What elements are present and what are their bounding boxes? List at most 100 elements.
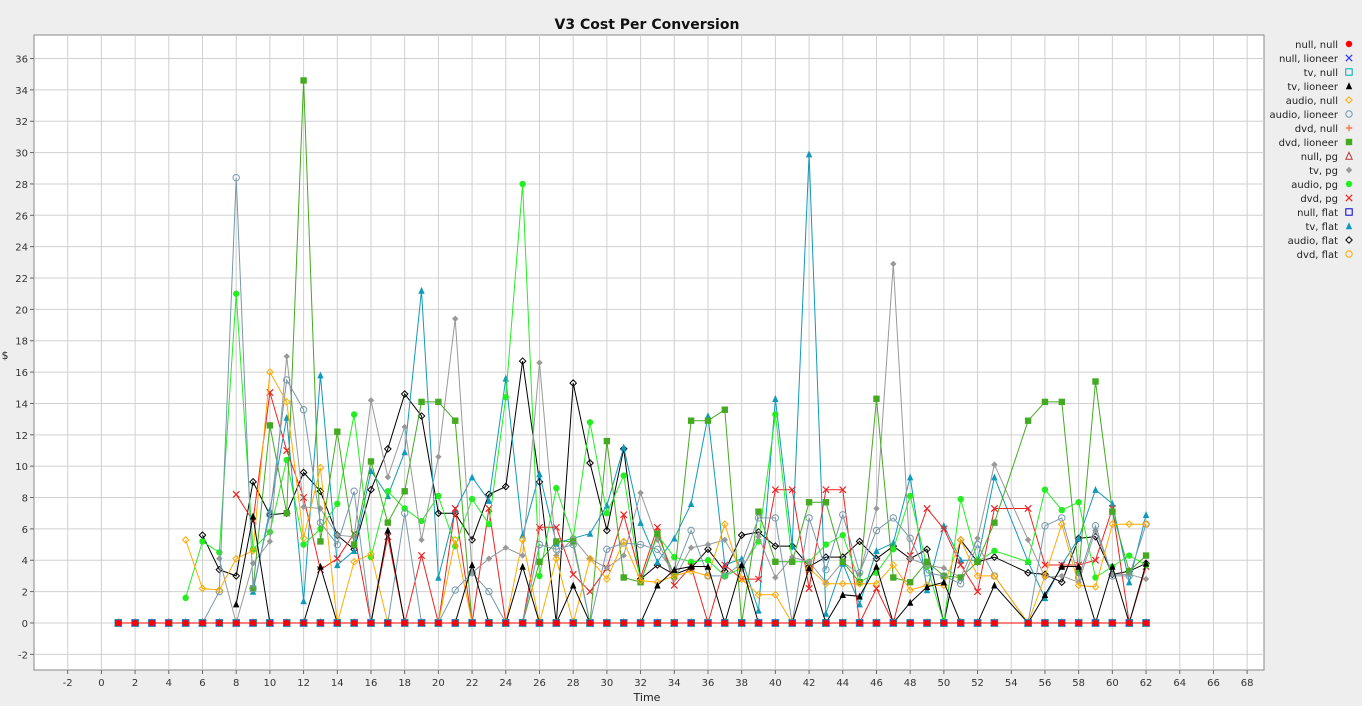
legend-item-label: audio, lioneer xyxy=(1270,110,1339,121)
data-point xyxy=(199,538,206,545)
data-point xyxy=(872,526,881,535)
data-point xyxy=(991,581,998,589)
data-point xyxy=(283,510,290,517)
data-point xyxy=(536,470,543,478)
data-point xyxy=(249,546,257,555)
data-point xyxy=(553,484,560,492)
legend-item-marker xyxy=(1345,138,1353,146)
data-point xyxy=(1041,486,1049,493)
data-point xyxy=(300,77,307,84)
data-point xyxy=(435,619,442,627)
data-point xyxy=(654,530,661,537)
y-tick-label: 30 xyxy=(15,149,28,160)
data-point xyxy=(1024,619,1032,627)
data-point xyxy=(704,619,712,627)
y-tick-label: 20 xyxy=(15,305,28,316)
data-point xyxy=(1126,619,1133,627)
legend-item-marker xyxy=(1345,166,1353,174)
x-tick-label: 26 xyxy=(533,678,546,689)
data-point xyxy=(384,619,392,627)
data-point xyxy=(687,526,695,535)
data-point xyxy=(839,486,847,494)
data-point xyxy=(282,397,291,406)
legend-item-label: null, null xyxy=(1295,40,1338,51)
y-tick-label: 34 xyxy=(15,86,28,97)
data-point xyxy=(805,514,813,522)
data-point xyxy=(654,581,661,589)
data-point xyxy=(805,499,813,506)
data-point xyxy=(906,473,914,481)
data-point xyxy=(620,619,627,627)
data-point xyxy=(1041,398,1049,406)
data-point xyxy=(789,558,796,566)
data-point xyxy=(418,517,425,525)
y-tick-label: 8 xyxy=(22,494,28,505)
data-point xyxy=(367,550,375,558)
data-point xyxy=(991,619,998,627)
data-point xyxy=(720,520,729,529)
data-point xyxy=(383,445,392,453)
data-point xyxy=(923,569,931,577)
data-point xyxy=(586,419,594,426)
data-point xyxy=(772,395,779,402)
data-point xyxy=(890,619,897,627)
data-point xyxy=(299,468,308,477)
x-tick-label: 20 xyxy=(432,678,445,689)
data-point xyxy=(822,499,830,506)
data-point xyxy=(569,619,577,627)
data-point xyxy=(1142,575,1150,583)
legend-item-marker xyxy=(1345,236,1353,244)
data-point xyxy=(181,535,190,544)
data-point xyxy=(687,417,695,424)
y-tick-label: 6 xyxy=(22,525,28,536)
data-point xyxy=(822,609,830,617)
data-point xyxy=(855,579,864,588)
data-point xyxy=(384,519,392,526)
data-point xyxy=(619,445,628,453)
x-tick-label: 62 xyxy=(1140,678,1153,689)
data-point xyxy=(1091,582,1100,591)
data-point xyxy=(620,574,627,581)
data-point xyxy=(536,558,543,566)
data-point xyxy=(451,504,459,513)
y-tick-label: 2 xyxy=(22,588,28,599)
data-point xyxy=(603,564,611,572)
data-point xyxy=(1041,572,1049,580)
data-point xyxy=(1057,578,1066,587)
data-point xyxy=(519,552,526,559)
data-point xyxy=(772,558,779,566)
data-point xyxy=(1024,558,1032,566)
data-point xyxy=(300,597,307,605)
data-point xyxy=(1142,552,1150,559)
legend-item-label: audio, flat xyxy=(1288,236,1338,247)
legend-item-label: null, pg xyxy=(1301,152,1338,163)
data-point xyxy=(670,572,679,580)
data-point xyxy=(165,619,172,627)
data-point xyxy=(991,547,998,555)
data-point xyxy=(300,503,307,511)
x-tick-label: 28 xyxy=(567,678,580,689)
legend-item-marker xyxy=(1345,180,1353,188)
data-point xyxy=(1092,619,1099,627)
data-point xyxy=(620,539,628,547)
data-point xyxy=(1058,619,1066,627)
data-point xyxy=(839,619,846,627)
data-point xyxy=(805,619,813,627)
data-point xyxy=(384,473,392,481)
data-point xyxy=(199,619,206,627)
series-group xyxy=(114,77,1151,627)
legend-item-label: tv, lioneer xyxy=(1287,82,1339,93)
data-point xyxy=(788,486,796,494)
data-point xyxy=(603,510,611,517)
data-point xyxy=(873,395,880,402)
data-point xyxy=(418,536,425,544)
data-point xyxy=(822,579,830,588)
legend-item-marker xyxy=(1345,222,1353,230)
data-point xyxy=(485,496,493,504)
y-tick-label: 18 xyxy=(15,337,28,348)
data-point xyxy=(991,473,998,481)
series-null-null xyxy=(115,619,1150,627)
data-point xyxy=(687,500,695,508)
legend-item-label: audio, null xyxy=(1286,96,1338,107)
data-point xyxy=(956,535,965,544)
